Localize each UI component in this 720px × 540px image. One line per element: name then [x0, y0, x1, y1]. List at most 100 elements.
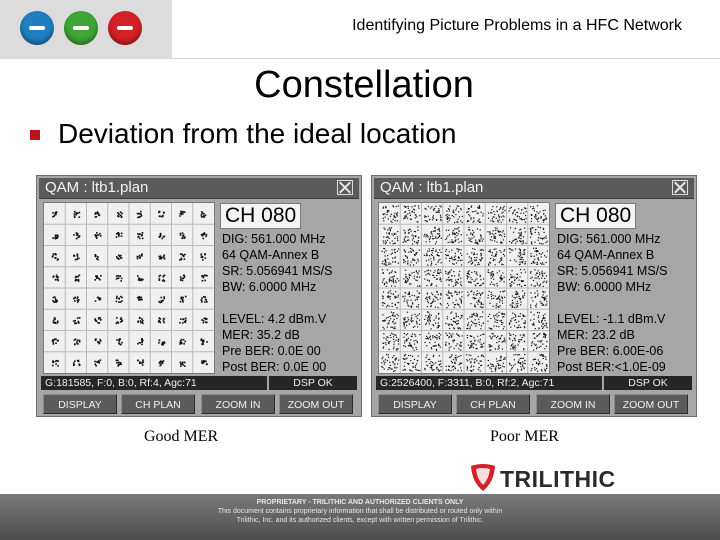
constellation-cluster — [115, 295, 123, 303]
constellation-cluster — [201, 360, 208, 366]
constellation-cluster — [115, 359, 122, 367]
zoom-out-button[interactable]: ZOOM OUT — [279, 394, 353, 414]
zoom-out-button[interactable]: ZOOM OUT — [614, 394, 688, 414]
constellation-cluster — [137, 338, 144, 346]
symbol-rate: SR: 5.056941 MS/S — [222, 264, 333, 278]
constellation-cluster — [488, 332, 506, 351]
constellation-cluster — [424, 205, 442, 223]
constellation-cluster — [509, 290, 526, 308]
logo-strip — [0, 0, 172, 58]
constellation-cluster — [530, 205, 548, 223]
constellation-cluster — [466, 333, 485, 350]
header-bar: Identifying Picture Problems in a HFC Ne… — [0, 0, 720, 59]
constellation-cluster — [382, 227, 399, 245]
constellation-cluster — [200, 232, 208, 240]
display-button[interactable]: DISPLAY — [378, 394, 452, 414]
constellation-cluster — [487, 269, 505, 287]
dsp-status: DSP OK — [269, 376, 357, 390]
constellation-cluster — [423, 226, 442, 245]
constellation-cluster — [402, 290, 421, 308]
constellation-cluster — [158, 274, 166, 282]
ch-plan-button[interactable]: CH PLAN — [121, 394, 195, 414]
pre-ber-reading: Pre BER: 0.0E 00 — [222, 344, 321, 358]
constellation-cluster — [466, 205, 484, 223]
constellation-cluster — [508, 353, 526, 372]
pre-ber-reading: Pre BER: 6.00E-06 — [557, 344, 664, 358]
constellation-cluster — [402, 226, 420, 245]
constellation-cluster — [424, 354, 442, 372]
constellation-cluster — [466, 226, 484, 245]
constellation-cluster — [381, 354, 400, 372]
close-icon[interactable] — [672, 180, 688, 195]
close-icon[interactable] — [337, 180, 353, 195]
trilithic-logo-icon — [471, 464, 495, 491]
constellation-display — [378, 202, 550, 374]
constellation-cluster — [425, 290, 442, 309]
constellation-cluster — [488, 248, 506, 266]
footer-line-3: Trilithic, Inc. and its authorized clien… — [236, 517, 484, 524]
constellation-cluster — [508, 312, 526, 329]
constellation-cluster — [179, 274, 186, 282]
dsp-status: DSP OK — [604, 376, 692, 390]
level-reading: LEVEL: -1.1 dBm.V — [557, 312, 666, 326]
constellation-cluster — [403, 311, 421, 329]
constellation-cluster — [115, 317, 123, 325]
constellation-cluster — [179, 295, 187, 303]
constellation-cluster — [52, 234, 59, 240]
constellation-cluster — [403, 269, 421, 287]
constellation-cluster — [508, 227, 527, 245]
constellation-cluster — [403, 205, 421, 223]
constellation-cluster — [381, 247, 400, 266]
constellation-cluster — [382, 311, 399, 330]
constellation-cluster — [423, 248, 442, 266]
constellation-cluster — [200, 338, 208, 346]
constellation-cluster — [136, 253, 143, 260]
constellation-cluster — [403, 247, 420, 266]
bullet-square-icon — [30, 130, 40, 140]
display-button[interactable]: DISPLAY — [43, 394, 117, 414]
bandwidth: BW: 6.0000 MHz — [557, 280, 652, 294]
constellation-cluster — [158, 254, 166, 260]
constellation-cluster — [115, 275, 123, 282]
constellation-cluster — [402, 354, 421, 372]
constellation-cluster — [158, 360, 165, 367]
constellation-cluster — [424, 268, 442, 287]
constellation-cluster — [94, 359, 102, 367]
constellation-cluster — [381, 269, 400, 287]
constellation-cluster — [52, 359, 59, 367]
constellation-cluster — [529, 269, 548, 287]
constellation-cluster — [403, 332, 421, 351]
qam-panel-good: QAM : ltb1.plan CH 080 DIG: 561.000 MHz … — [36, 175, 362, 417]
constellation-cluster — [466, 248, 484, 266]
constellation-cluster — [94, 232, 102, 239]
slide-title: Constellation — [254, 64, 474, 106]
constellation-cluster — [51, 338, 60, 345]
blue-plug-icon — [20, 11, 54, 45]
constellation-cluster — [179, 317, 187, 324]
qam-panel-poor: QAM : ltb1.plan CH 080 DIG: 561.000 MHz … — [371, 175, 697, 417]
zoom-in-button[interactable]: ZOOM IN — [536, 394, 610, 414]
constellation-cluster — [94, 317, 102, 324]
bullet-text: Deviation from the ideal location — [58, 118, 457, 149]
constellation-cluster — [445, 269, 463, 287]
constellation-cluster — [158, 232, 166, 240]
dig-frequency: DIG: 561.000 MHz — [557, 232, 661, 246]
constellation-cluster — [158, 339, 166, 346]
constellation-cluster — [466, 311, 484, 330]
footer-line-1: PROPRIETARY - TRILITHIC AND AUTHORIZED C… — [256, 499, 464, 506]
panel-title: QAM : ltb1.plan — [380, 179, 484, 196]
constellation-cluster — [424, 332, 442, 351]
constellation-grid — [44, 203, 214, 373]
constellation-cluster — [94, 254, 99, 261]
constellation-cluster — [530, 247, 548, 265]
constellation-cluster — [158, 296, 165, 304]
zoom-in-button[interactable]: ZOOM IN — [201, 394, 275, 414]
constellation-cluster — [179, 253, 186, 261]
ch-plan-button[interactable]: CH PLAN — [456, 394, 530, 414]
constellation-cluster — [136, 210, 143, 219]
constellation-cluster — [530, 354, 548, 372]
brand-name: TRILITHIC — [500, 466, 616, 492]
constellation-cluster — [445, 354, 463, 372]
constellation-cluster — [467, 290, 484, 308]
constellation-cluster — [179, 338, 186, 345]
